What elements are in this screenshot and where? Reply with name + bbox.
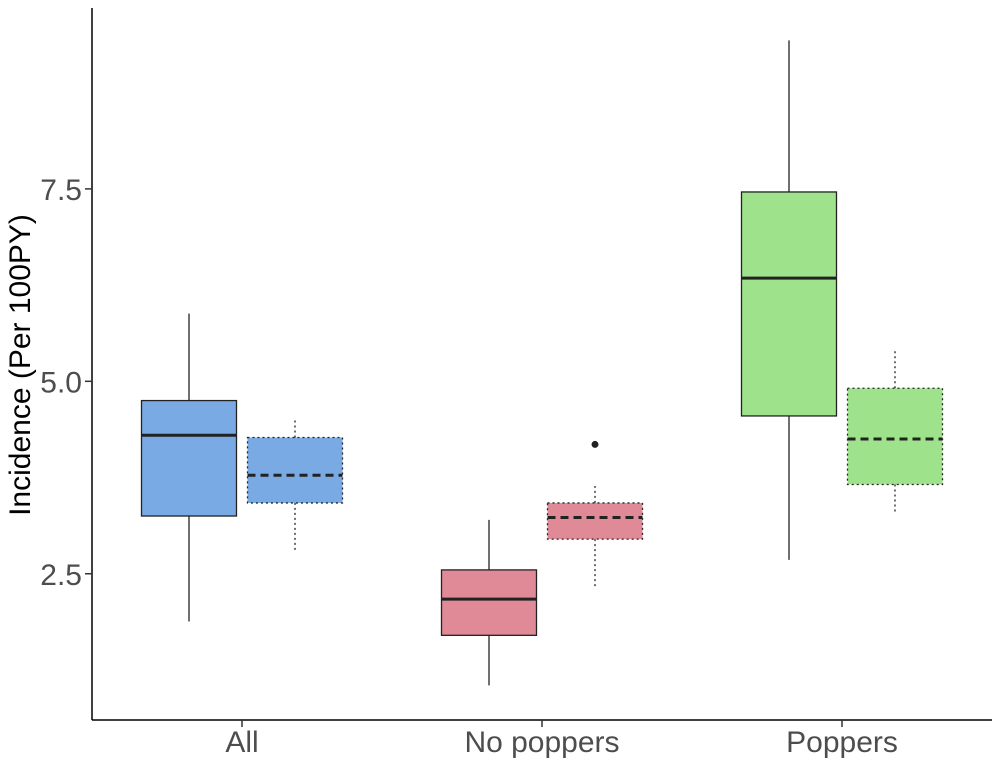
x-tick-label: Poppers [786, 726, 898, 759]
box-body [546, 502, 644, 540]
box-dotted-poppers [846, 350, 944, 515]
box-dotted-all [246, 418, 344, 551]
box-solid-poppers [740, 40, 838, 560]
box-solid-no-poppers [440, 519, 538, 686]
box-solid-all [140, 313, 238, 622]
outlier-point [591, 440, 599, 448]
box-body [440, 569, 538, 636]
y-tick-label: 2.5 [40, 559, 82, 592]
x-tick-label: All [225, 726, 258, 759]
y-tick-label: 5.0 [40, 366, 82, 399]
box-body [846, 387, 944, 486]
box-body [246, 436, 344, 504]
y-ticks-layer: 2.5 5.0 7.5 [40, 174, 92, 592]
x-ticks-layer: All No poppers Poppers [225, 720, 898, 759]
box-dotted-no-poppers [546, 440, 644, 587]
boxes-layer [140, 40, 944, 686]
x-tick-label: No poppers [464, 726, 619, 759]
y-axis-title: Incidence (Per 100PY) [4, 214, 37, 516]
box-body [140, 399, 238, 517]
box-body [740, 191, 838, 417]
y-tick-label: 7.5 [40, 174, 82, 207]
